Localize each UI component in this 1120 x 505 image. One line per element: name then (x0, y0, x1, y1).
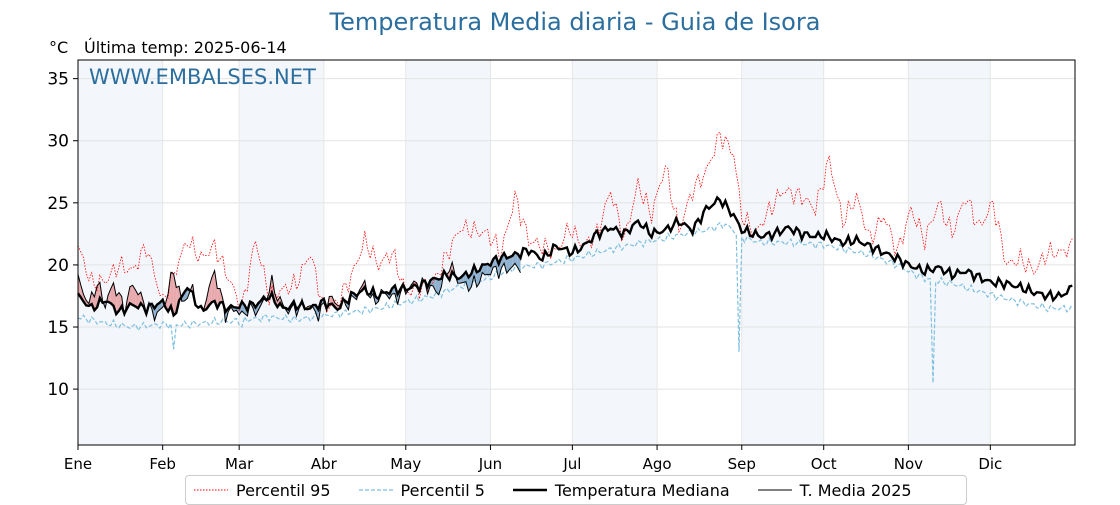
month-band-Ene (78, 60, 163, 445)
legend-swatch-2025 (757, 489, 792, 491)
series-p5-line (77, 221, 1073, 383)
x-tick-label: Nov (894, 455, 923, 473)
fill-segment (129, 285, 133, 305)
y-unit-label: °C (49, 38, 69, 57)
y-tick-label: 20 (47, 256, 69, 276)
month-band-May (405, 60, 491, 445)
x-tick-label: Ene (64, 455, 92, 473)
legend-item-p5: Percentil 5 (358, 480, 485, 500)
legend-item-median: Temperatura Mediana (512, 480, 730, 500)
fill-segment (110, 282, 114, 306)
legend-item-2025: T. Media 2025 (757, 480, 912, 500)
fill-segment (482, 264, 485, 276)
x-axis: Ene Feb Mar Abr May Jun Jul Ago Sep Oct Nov Dic (64, 445, 1002, 473)
fill-segment (438, 278, 442, 295)
x-tick-label: Sep (728, 455, 756, 473)
legend-label-median: Temperatura Mediana (554, 480, 730, 500)
fill-segment (168, 272, 171, 312)
legend: Percentil 95 Percentil 5 Temperatura Med… (185, 475, 967, 505)
fill-segment (509, 255, 513, 270)
month-band-Sep (741, 60, 824, 445)
x-tick-label: Jun (478, 455, 502, 473)
x-tick-label: Dic (978, 455, 1002, 473)
x-tick-label: May (390, 455, 421, 473)
legend-label-p5: Percentil 5 (400, 480, 485, 500)
series-p95-line (77, 131, 1073, 314)
legend-label-2025: T. Media 2025 (799, 480, 912, 500)
x-tick-label: Mar (225, 455, 254, 473)
fill-segment (435, 278, 439, 295)
fill-segment (108, 288, 111, 304)
fill-segment (433, 277, 436, 292)
last-temp-label: Última temp: 2025-06-14 (84, 38, 287, 57)
fill-segment (329, 296, 333, 305)
legend-swatch-median (512, 488, 547, 492)
fill-segment (487, 263, 491, 275)
chart-title: Temperatura Media diaria - Guia de Isora (329, 8, 821, 36)
fill-segment (78, 274, 81, 298)
y-tick-label: 35 (47, 70, 69, 90)
fill-segment (94, 285, 98, 311)
series-median-line (77, 195, 1073, 318)
y-axis: 10 15 20 25 30 35 (47, 70, 78, 400)
series-lines (77, 131, 1073, 383)
fill-segment (116, 292, 119, 315)
month-bands (78, 60, 991, 445)
y-tick-label: 25 (47, 194, 69, 214)
y-tick-label: 30 (47, 132, 69, 152)
fill-segment (214, 270, 218, 309)
legend-swatch-p95 (194, 489, 228, 491)
x-tick-label: Jul (562, 455, 581, 473)
plot-frame (77, 59, 1076, 446)
legend-swatch-p5 (358, 489, 393, 491)
series-2025-line (77, 260, 521, 323)
legend-label-p95: Percentil 95 (236, 480, 331, 500)
month-band-Mar (239, 60, 324, 445)
x-tick-label: Oct (811, 455, 837, 473)
month-band-Jul (572, 60, 658, 445)
x-tick-label: Ago (643, 455, 672, 473)
month-band-Nov (908, 60, 991, 445)
fill-segment (132, 285, 136, 307)
x-tick-label: Abr (311, 455, 338, 473)
legend-item-p95: Percentil 95 (194, 481, 331, 500)
x-tick-label: Feb (149, 455, 176, 473)
y-tick-label: 15 (47, 318, 69, 338)
fill-segment (211, 270, 215, 303)
fill-segment (484, 263, 488, 276)
y-tick-label: 10 (47, 380, 69, 400)
watermark: WWW.EMBALSES.NET (89, 65, 316, 89)
